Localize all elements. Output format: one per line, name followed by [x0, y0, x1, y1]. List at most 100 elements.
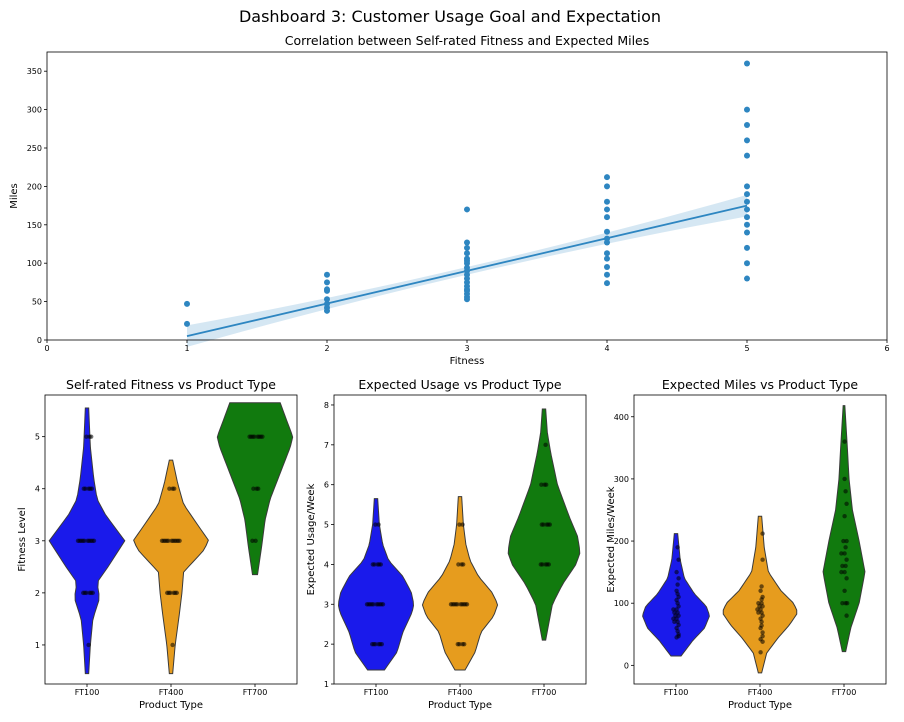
- x-tick-label: FT100: [75, 688, 100, 697]
- strip-point: [260, 434, 265, 439]
- y-tick-label: 400: [614, 413, 629, 422]
- strip-point: [380, 602, 386, 607]
- x-tick-label: FT700: [832, 688, 857, 697]
- x-tick-label: 2: [324, 344, 329, 353]
- y-tick-label: 0: [37, 336, 42, 345]
- strip-point: [842, 569, 847, 575]
- strip-point: [760, 630, 765, 635]
- x-tick-label: FT700: [243, 688, 268, 697]
- y-tick-label: 0: [624, 661, 629, 670]
- x-tick-label: FT400: [159, 688, 184, 697]
- strip-point: [543, 442, 548, 448]
- strip-point: [250, 538, 255, 544]
- y-tick-label: 4: [324, 560, 329, 569]
- strip-point: [676, 613, 681, 618]
- scatter-point: [744, 244, 750, 251]
- y-tick-label: 50: [32, 298, 42, 307]
- strip-point: [758, 588, 763, 593]
- scatter-point: [604, 280, 610, 287]
- strip-point: [456, 562, 461, 567]
- x-tick-label: 1: [184, 344, 189, 353]
- x-axis-label: Product Type: [728, 700, 792, 711]
- strip-point: [842, 476, 847, 482]
- y-axis-label: Miles: [9, 183, 20, 209]
- scatter-point: [604, 198, 610, 205]
- violin-ft100: [338, 498, 414, 671]
- strip-point: [165, 590, 170, 596]
- strip-point: [675, 545, 680, 550]
- chart-title: Correlation between Self-rated Fitness a…: [285, 33, 650, 48]
- x-axis-label: Product Type: [428, 700, 492, 711]
- x-tick-label: FT700: [532, 688, 557, 697]
- strip-point: [676, 604, 681, 609]
- strip-point: [461, 562, 466, 567]
- violin-miles-chart: Expected Miles vs Product Type FT100 FT400…: [606, 377, 887, 711]
- y-tick-label: 1: [35, 641, 40, 650]
- y-tick-label: 2: [35, 589, 40, 598]
- violin-fitness-chart: Self-rated Fitness vs Product Type FT100 F…: [17, 377, 298, 711]
- scatter-point: [604, 174, 610, 181]
- scatter-point: [744, 229, 750, 236]
- scatter-point: [604, 264, 610, 271]
- scatter-point: [744, 260, 750, 267]
- strip-point: [539, 482, 544, 487]
- x-tick-label: FT100: [664, 688, 689, 697]
- strip-point: [89, 486, 95, 491]
- dashboard-title: Dashboard 3: Customer Usage Goal and Exp…: [239, 7, 661, 26]
- scatter-point: [324, 279, 330, 286]
- y-tick-label: 3: [35, 537, 40, 546]
- strip-point: [81, 486, 87, 491]
- scatter-point: [604, 183, 610, 190]
- y-tick-label: 6: [324, 481, 329, 490]
- y-axis-label: Fitness Level: [17, 507, 28, 571]
- strip-point: [843, 563, 848, 569]
- scatter-point: [744, 275, 750, 282]
- strip-point: [177, 538, 182, 544]
- chart-title: Expected Miles vs Product Type: [662, 377, 859, 392]
- y-axis-label: Expected Miles/Week: [606, 486, 617, 592]
- y-tick-label: 300: [27, 106, 42, 115]
- y-tick-label: 100: [614, 599, 629, 608]
- strip-point: [460, 522, 465, 527]
- strip-point: [84, 434, 89, 439]
- strip-point: [844, 557, 849, 562]
- scatter-point: [744, 198, 750, 205]
- strip-point: [455, 641, 460, 647]
- strip-point: [758, 650, 763, 655]
- violin-ft400: [133, 459, 209, 675]
- scatter-point: [464, 239, 470, 246]
- y-tick-label: 4: [35, 485, 40, 494]
- strip-point: [676, 594, 681, 600]
- strip-point: [378, 562, 383, 567]
- strip-point: [759, 584, 764, 589]
- y-tick-label: 3: [324, 600, 329, 609]
- strip-point: [839, 569, 844, 575]
- strip-point: [256, 486, 261, 491]
- y-axis-label: Expected Usage/Week: [306, 483, 317, 595]
- strip-point: [839, 551, 844, 556]
- y-tick-label: 1: [324, 680, 329, 689]
- y-tick-label: 7: [324, 441, 329, 450]
- strip-point: [845, 601, 850, 606]
- strip-point: [760, 639, 765, 644]
- strip-point: [676, 576, 681, 581]
- strip-point: [89, 434, 94, 439]
- scatter-point: [184, 300, 190, 307]
- strip-point: [842, 439, 847, 444]
- violin-usage-chart: Expected Usage vs Product Type FT100 FT400…: [306, 377, 587, 711]
- scatter-point: [464, 264, 470, 271]
- scatter-fitness-miles-chart: Correlation between Self-rated Fitness a…: [9, 33, 890, 367]
- strip-point: [756, 610, 761, 615]
- scatter-point: [464, 206, 470, 213]
- strip-point: [172, 486, 177, 491]
- strip-point: [674, 569, 679, 575]
- scatter-point: [744, 152, 750, 159]
- strip-point: [842, 513, 847, 519]
- strip-point: [464, 602, 470, 607]
- strip-point: [457, 522, 462, 527]
- strip-point: [448, 602, 454, 607]
- strip-point: [251, 486, 256, 491]
- strip-point: [759, 597, 764, 602]
- strip-point: [842, 551, 847, 556]
- strip-point: [167, 486, 172, 491]
